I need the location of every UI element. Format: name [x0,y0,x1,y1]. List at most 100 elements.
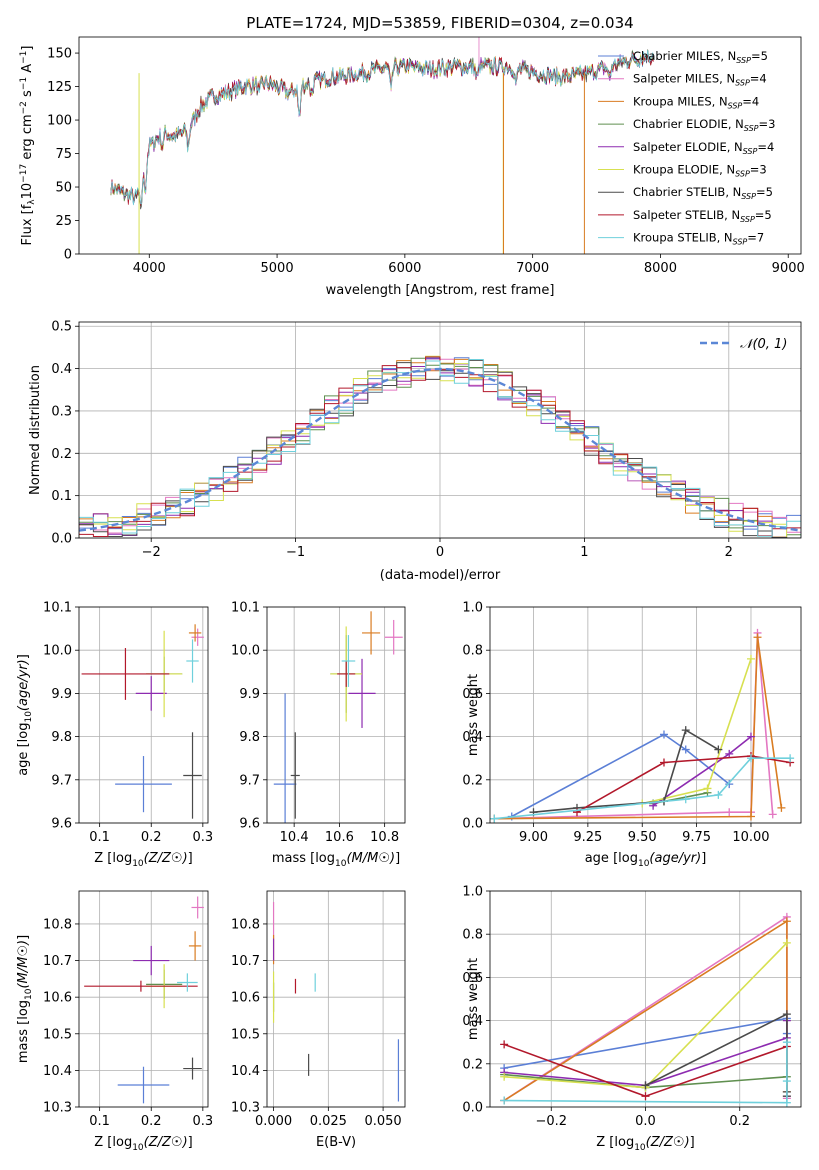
plot-area [110,37,655,254]
weight-line [494,632,774,820]
errorbar-point [290,732,300,819]
y-tick-label: 50 [55,181,72,196]
y-axis-label: age [log10(age/yr)] [16,654,34,776]
x-tick-label: 0.025 [310,1114,347,1129]
x-tick-label: 4000 [133,261,166,276]
y-tick-label: 150 [47,47,72,62]
y-tick-label: 0.8 [462,644,483,659]
x-tick-label: 9.00 [519,830,548,845]
legend-label: Kroupa STELIB, NSSP=7 [633,231,764,247]
x-tick-label: 0.3 [192,830,213,845]
y-tick-label: 25 [55,214,72,229]
y-tick-label: 10.0 [231,644,260,659]
y-tick-label: 75 [55,147,72,162]
y-tick-label: 0.0 [462,817,483,832]
x-tick-label: 0.0 [635,1114,656,1129]
y-tick-label: 0.6 [462,687,483,702]
weight-marker [782,1038,791,1047]
weight-series [529,726,723,817]
weight-marker [659,758,668,767]
axes-frame [78,890,209,1108]
weight-series [649,732,755,810]
errorbar-point [362,611,381,655]
y-tick-label: 10.6 [43,991,72,1006]
weight-line [576,755,791,813]
x-tick-label: 7000 [516,261,549,276]
axes-frame [78,606,209,824]
x-tick-label: 10.4 [280,830,309,845]
y-tick-label: 0.8 [462,928,483,943]
y-tick-label: 125 [47,80,72,95]
y-tick-label: 10.5 [231,1027,260,1042]
y-tick-label: 0.3 [51,404,72,419]
y-tick-label: 10.0 [43,644,72,659]
y-tick-label: 0.4 [462,730,483,745]
x-axis-label: (data-model)/error [380,568,501,583]
weight-marker [782,1010,791,1019]
weight-marker [500,1040,509,1049]
weight-marker [746,732,755,741]
errorbar-point [183,1057,202,1080]
histogram-step [79,358,801,538]
x-axis-label: age [log10(age/yr)] [585,851,707,869]
y-tick-label: 10.7 [43,954,72,969]
normal-curve [79,367,801,532]
x-tick-label: 2 [725,545,733,560]
errorbar-point [117,1066,170,1104]
chart-mass-vs-Z: 0.1 0.2 0.3 10.3 10.4 10.5 10.6 10.7 10.8 Z [log1… [16,890,213,1153]
y-tick-label: 10.8 [43,917,72,932]
plot-area [81,624,204,819]
plot-area [272,901,400,1102]
y-tick-label: 0.4 [462,1014,483,1029]
weight-marker [714,790,723,799]
y-axis-label: Flux [fλ10−17 erg cm−2 s−1 A−1] [19,46,37,246]
y-axis-label: mass weight [466,958,481,1040]
spectrum-line [110,52,655,206]
plot-area [84,896,204,1104]
y-tick-label: 9.6 [51,817,72,832]
y-tick-label: 0.1 [51,489,72,504]
weight-marker [681,795,690,804]
y-tick-label: 1.0 [462,885,483,900]
y-tick-label: 10.3 [43,1101,72,1116]
weight-line [504,1042,788,1104]
weight-line [652,735,752,807]
chart-weight-vs-age: 9.00 9.25 9.50 9.75 10.00 0.0 0.2 0.4 0.6 0.8 1.0 a… [462,601,802,869]
errorbar-point [84,980,198,992]
x-tick-label: 0.3 [192,1114,213,1129]
y-tick-label: 9.9 [239,687,260,702]
y-tick-label: 100 [47,114,72,129]
y-tick-label: 10.1 [43,601,72,616]
y-tick-label: 0.2 [462,1057,483,1072]
y-tick-label: 10.6 [231,991,260,1006]
legend-label: Salpeter STELIB, NSSP=5 [633,208,772,224]
x-tick-label: 0.1 [89,1114,110,1129]
y-tick-label: 10.1 [231,601,260,616]
legend-label: Chabrier ELODIE, NSSP=3 [633,117,775,133]
axes-frame [78,321,802,539]
weight-marker [768,810,777,819]
legend-label: Kroupa MILES, NSSP=4 [633,94,759,110]
weight-marker [641,1081,650,1090]
x-tick-label: 0.2 [729,1114,750,1129]
x-axis-label: Z [log10(Z/Z☉)] [94,851,192,869]
x-tick-label: 9.25 [573,830,602,845]
y-axis-label: mass [log10(M/M☉)] [16,935,34,1063]
grid-lines [267,891,405,1108]
errorbar-point [188,624,202,642]
errorbar-point [186,639,199,683]
weight-series [490,633,786,823]
plot-area [500,912,791,1107]
x-tick-label: 0.2 [141,830,162,845]
y-tick-label: 10.7 [231,954,260,969]
x-tick-label: 0.1 [89,830,110,845]
legend-label: Salpeter ELODIE, NSSP=4 [633,140,774,156]
weight-marker [703,784,712,793]
x-tick-label: 0 [436,545,444,560]
y-tick-label: 9.7 [51,773,72,788]
chart-title: PLATE=1724, MJD=53859, FIBERID=0304, z=0… [246,14,633,32]
x-tick-label: 0.050 [364,1114,401,1129]
plot-area [490,628,795,823]
x-tick-label: 5000 [261,261,294,276]
